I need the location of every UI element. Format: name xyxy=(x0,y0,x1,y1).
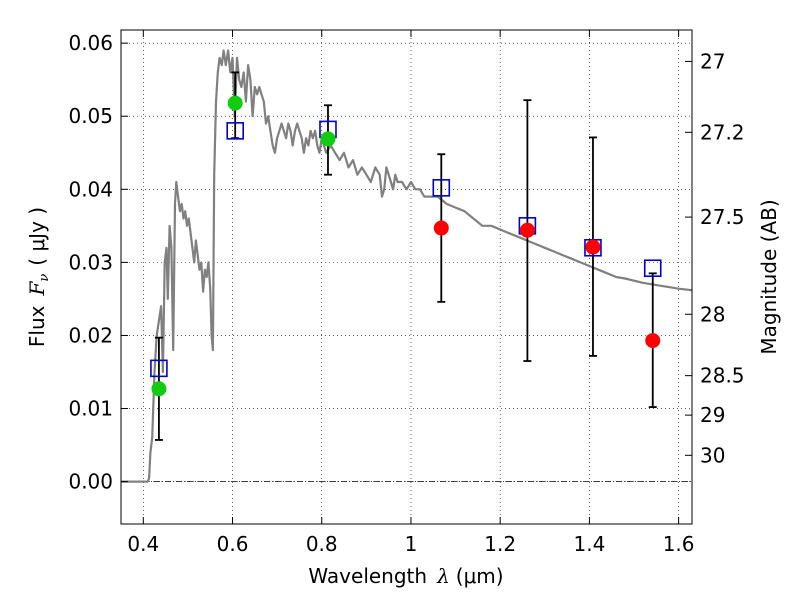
x-axis-label: Wavelength λ (μm) xyxy=(308,564,503,588)
x-tick-label: 1 xyxy=(405,532,418,556)
observed-point-red xyxy=(645,333,661,349)
x-tick-label: 0.4 xyxy=(127,532,159,556)
y-axis-ticks: 0.00 0.01 0.02 0.03 0.04 0.05 0.06 xyxy=(68,31,128,494)
y-tick-label: 0.05 xyxy=(68,104,113,128)
x-tick-label: 1.6 xyxy=(663,532,695,556)
x-tick-label: 1.2 xyxy=(484,532,516,556)
observed-point-green xyxy=(227,95,243,111)
magnitude-tick-label: 28 xyxy=(700,302,725,326)
model-flux-squares xyxy=(150,120,662,378)
observed-point-red xyxy=(519,222,535,238)
magnitude-tick-label: 29 xyxy=(700,403,725,427)
magnitude-tick-label: 27.2 xyxy=(700,120,745,144)
observed-point-red xyxy=(585,239,601,255)
magnitude-tick-label: 28.5 xyxy=(700,364,745,388)
x-tick-label: 1.4 xyxy=(573,532,605,556)
y-tick-label: 0.02 xyxy=(68,323,113,347)
y-axis-label: FluxFν( μJy ) xyxy=(25,207,52,347)
magnitude-tick-label: 30 xyxy=(700,443,725,467)
model-sed-curve xyxy=(121,49,693,483)
magnitude-axis-ticks: 27 27.2 27.5 28 28.5 29 30 xyxy=(685,49,745,467)
model-flux-square xyxy=(150,359,168,378)
model-flux-square xyxy=(226,122,244,140)
y-tick-label: 0.01 xyxy=(68,397,113,421)
magnitude-axis-label: Magnitude (AB) xyxy=(757,199,781,354)
x-axis-ticks: 0.4 0.6 0.8 1 1.2 1.4 1.6 xyxy=(127,30,695,556)
y-tick-label: 0.06 xyxy=(68,31,113,55)
magnitude-tick-label: 27 xyxy=(700,49,725,73)
error-bars xyxy=(154,71,657,441)
observed-flux-points xyxy=(151,95,661,397)
observed-point-green xyxy=(320,131,336,147)
model-flux-square xyxy=(432,179,451,197)
y-tick-label: 0.04 xyxy=(68,177,113,201)
x-tick-label: 0.6 xyxy=(217,532,249,556)
y-tick-label: 0.03 xyxy=(68,250,113,274)
magnitude-tick-label: 27.5 xyxy=(700,205,745,229)
observed-point-red xyxy=(433,220,449,236)
observed-point-green xyxy=(151,381,167,397)
model-flux-square xyxy=(643,259,662,278)
x-tick-label: 0.8 xyxy=(306,532,338,556)
plot-frame xyxy=(120,29,693,525)
y-tick-label: 0.00 xyxy=(68,470,113,494)
